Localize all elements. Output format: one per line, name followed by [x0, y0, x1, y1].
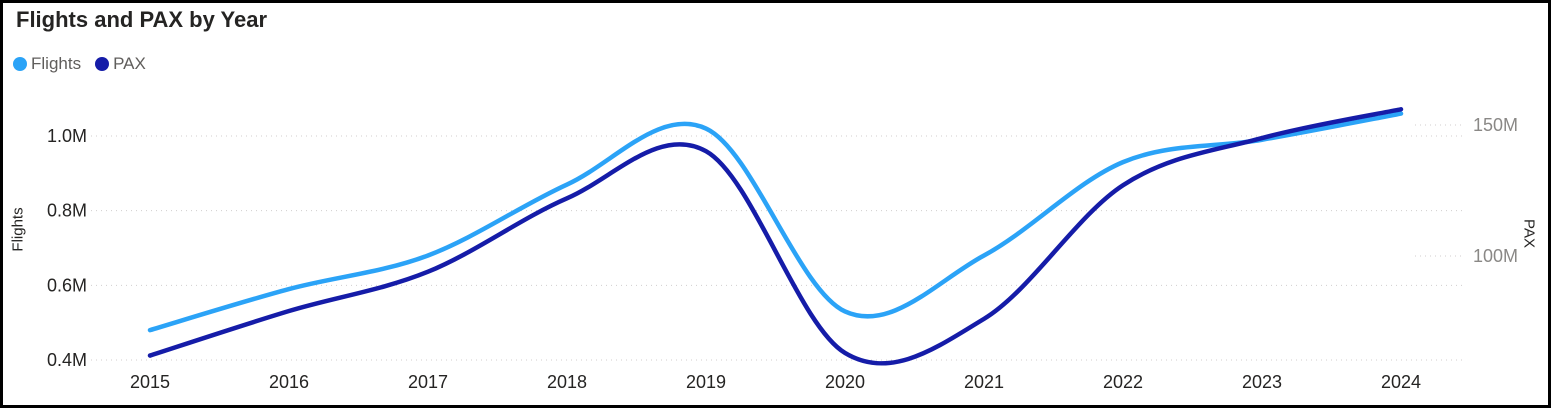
- x-axis-tick-label: 2016: [269, 372, 309, 392]
- legend: Flights PAX: [13, 54, 146, 74]
- right-axis-tick-label: 150M: [1473, 115, 1518, 135]
- flights-series-line[interactable]: [147, 111, 1404, 333]
- flights-legend-dot-icon: [13, 57, 27, 71]
- x-axis-tick-label: 2017: [408, 372, 448, 392]
- left-axis-tick-label: 0.8M: [47, 201, 87, 221]
- right-axis-tick-label: 100M: [1473, 246, 1518, 266]
- chart-title: Flights and PAX by Year: [16, 7, 268, 32]
- legend-item-pax[interactable]: PAX: [95, 54, 146, 74]
- legend-label-pax: PAX: [113, 54, 146, 73]
- x-axis-tick-label: 2018: [547, 372, 587, 392]
- legend-item-flights[interactable]: Flights: [13, 54, 81, 74]
- x-axis-tick-label: 2021: [964, 372, 1004, 392]
- pax-legend-dot-icon: [95, 57, 110, 71]
- x-axis-tick-label: 2015: [130, 372, 170, 392]
- x-axis-tick-label: 2022: [1103, 372, 1143, 392]
- x-axis-tick-label: 2019: [686, 372, 726, 392]
- left-axis-tick-label: 1.0M: [47, 126, 87, 146]
- left-axis-tick-label: 0.6M: [47, 275, 87, 295]
- x-axis-tick-label: 2024: [1381, 372, 1421, 392]
- chart-canvas: 0.4M 0.6M 0.8M 1.0M 100M 150M 2015 2016 2017 2018…: [47, 107, 1518, 392]
- pax-series-line[interactable]: [147, 107, 1404, 366]
- left-axis-tick-label: 0.4M: [47, 350, 87, 370]
- x-axis-tick-label: 2023: [1242, 372, 1282, 392]
- x-axis-tick-label: 2020: [825, 372, 865, 392]
- legend-label-flights: Flights: [31, 54, 82, 73]
